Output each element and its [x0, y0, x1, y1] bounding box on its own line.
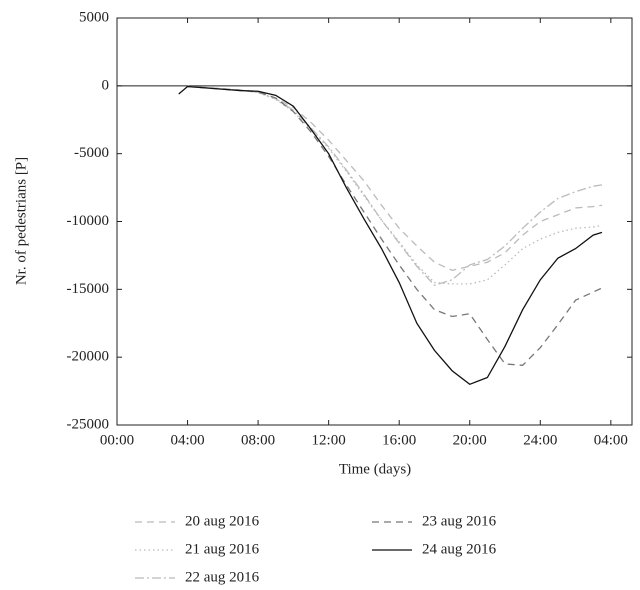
series-line	[178, 85, 603, 386]
series-line	[187, 85, 603, 366]
y-tick-label: -5000	[74, 145, 109, 161]
y-tick-label: -15000	[67, 281, 110, 297]
series-line	[187, 85, 603, 287]
y-axis-title: Nr. of pedestrians [P]	[13, 157, 29, 285]
y-tick-label: 5000	[79, 9, 109, 25]
plot-frame	[116, 17, 633, 426]
x-tick-label: 04:00	[170, 432, 204, 448]
legend-label: 21 aug 2016	[185, 541, 260, 557]
x-tick-label: 24:00	[523, 432, 557, 448]
x-tick-label: 04:00	[594, 432, 628, 448]
legend-label: 20 aug 2016	[185, 513, 260, 529]
legend-label: 22 aug 2016	[185, 569, 260, 585]
series-line	[187, 85, 603, 285]
x-tick-label: 08:00	[241, 432, 275, 448]
legend-label: 24 aug 2016	[422, 541, 497, 557]
x-tick-label: 16:00	[382, 432, 416, 448]
y-tick-label: -10000	[67, 213, 110, 229]
x-axis-title: Time (days)	[339, 461, 411, 477]
legend-label: 23 aug 2016	[422, 513, 497, 529]
x-tick-label: 20:00	[453, 432, 487, 448]
x-tick-label: 00:00	[100, 432, 134, 448]
series-line	[187, 85, 603, 272]
y-tick-label: 0	[102, 77, 110, 93]
y-tick-label: -20000	[67, 349, 110, 365]
y-tick-label: -25000	[67, 416, 110, 432]
x-tick-label: 12:00	[312, 432, 346, 448]
